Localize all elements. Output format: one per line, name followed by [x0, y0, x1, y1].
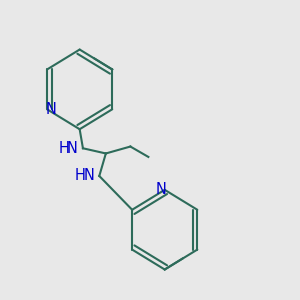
Text: N: N	[67, 141, 78, 156]
Text: N: N	[155, 182, 166, 197]
Text: H: H	[58, 141, 69, 156]
Text: N: N	[46, 102, 56, 117]
Text: H: H	[75, 169, 86, 184]
Text: N: N	[83, 169, 94, 184]
